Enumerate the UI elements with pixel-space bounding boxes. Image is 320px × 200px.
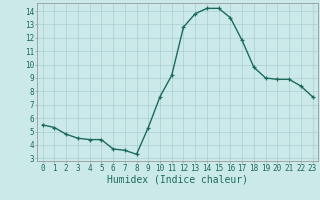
X-axis label: Humidex (Indice chaleur): Humidex (Indice chaleur)	[107, 174, 248, 184]
